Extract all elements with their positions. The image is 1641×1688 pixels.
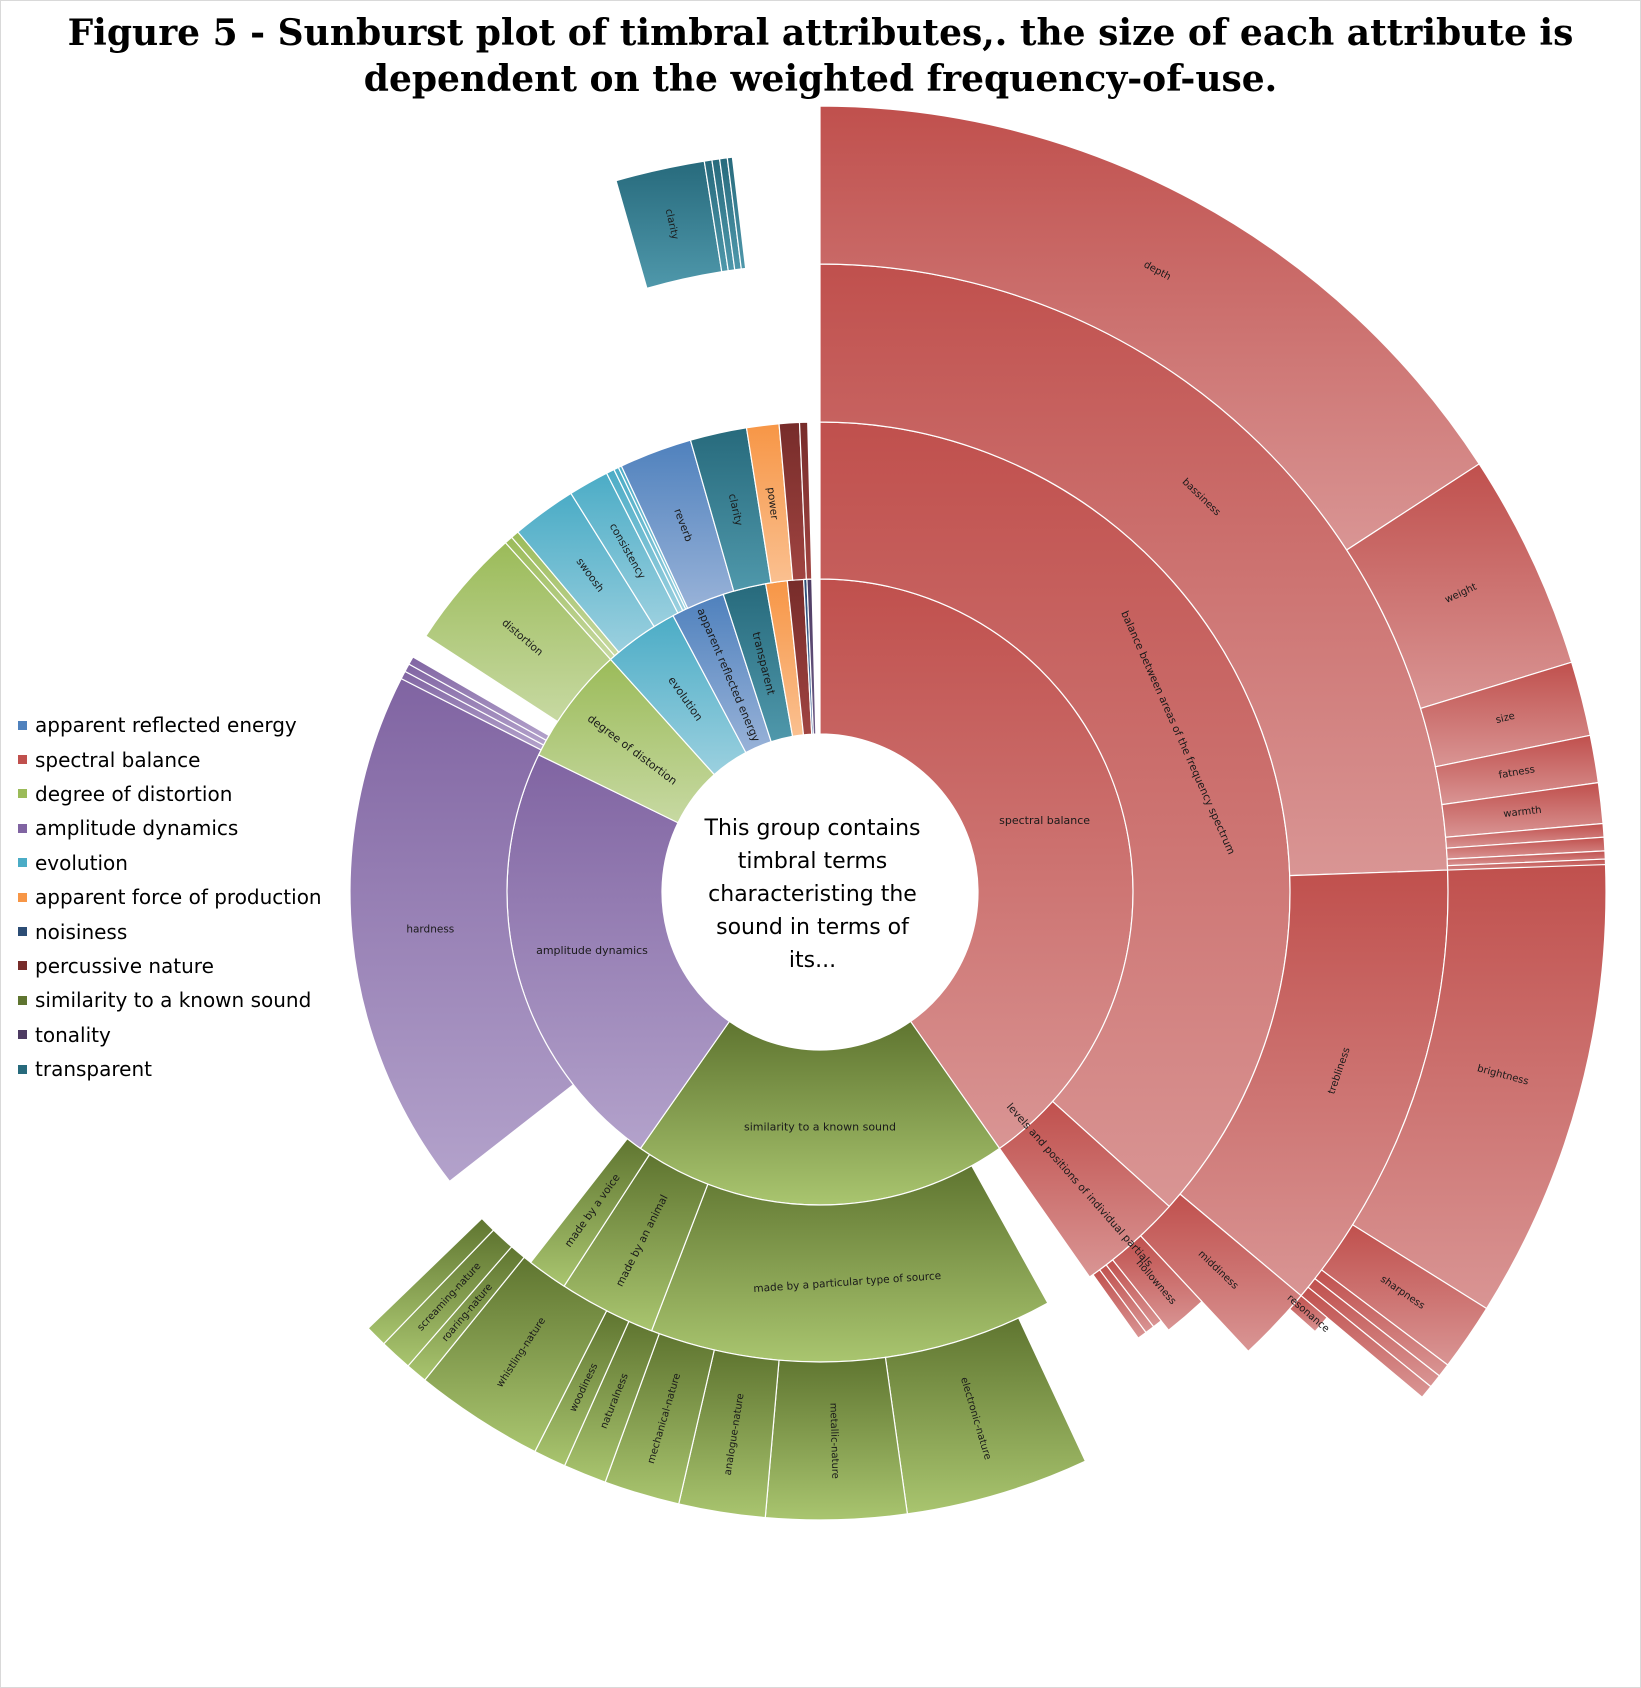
sunburst-segment: [819, 105, 1481, 551]
legend-label: similarity to a known sound: [35, 988, 312, 1013]
legend-swatch: [18, 720, 27, 730]
legend-label: apparent reflected energy: [35, 713, 297, 738]
legend-label: degree of distortion: [35, 781, 233, 806]
legend-swatch: [18, 961, 27, 971]
legend-item: evolution: [18, 846, 322, 880]
sunburst-segments: [349, 105, 1607, 1521]
legend-item: apparent force of production: [18, 880, 322, 914]
segment-label: amplitude dynamics: [536, 944, 648, 957]
sunburst-segment: [998, 1100, 1171, 1278]
legend-swatch: [18, 823, 27, 833]
legend-swatch: [18, 789, 27, 799]
legend-label: evolution: [35, 850, 128, 875]
segment-label: size: [1495, 711, 1517, 726]
segment-label: warmth: [1503, 805, 1542, 820]
legend-label: apparent force of production: [35, 885, 322, 910]
center-label: This group contains timbral terms charac…: [704, 816, 921, 973]
legend: apparent reflected energy spectral balanc…: [18, 708, 322, 1086]
legend-item: amplitude dynamics: [18, 811, 322, 845]
center-hole: [662, 734, 978, 1050]
chart-title: Figure 5 - Sunburst plot of timbral attr…: [67, 12, 1574, 100]
legend-label: tonality: [35, 1022, 111, 1047]
legend-swatch: [18, 858, 27, 868]
legend-item: noisiness: [18, 914, 322, 948]
legend-swatch: [18, 892, 27, 902]
legend-swatch: [18, 995, 27, 1005]
legend-item: spectral balance: [18, 742, 322, 776]
legend-swatch: [18, 927, 27, 937]
legend-label: spectral balance: [35, 747, 201, 772]
sunburst-segment: [349, 677, 575, 1183]
sunburst-segment: [726, 156, 747, 270]
legend-item: percussive nature: [18, 949, 322, 983]
legend-label: percussive nature: [35, 953, 214, 978]
segment-label: spectral balance: [999, 814, 1090, 827]
legend-item: apparent reflected energy: [18, 708, 322, 742]
legend-item: transparent: [18, 1052, 322, 1086]
legend-item: tonality: [18, 1018, 322, 1052]
segment-label: metallic-nature: [827, 1403, 840, 1479]
legend-item: degree of distortion: [18, 777, 322, 811]
legend-label: noisiness: [35, 919, 128, 944]
segment-label: hardness: [406, 924, 454, 936]
legend-label: amplitude dynamics: [35, 816, 239, 841]
segment-label: similarity to a known sound: [744, 1121, 896, 1134]
legend-swatch: [18, 755, 27, 765]
segment-label: power: [764, 487, 780, 521]
legend-swatch: [18, 1064, 27, 1074]
legend-swatch: [18, 1030, 27, 1040]
legend-label: transparent: [35, 1057, 152, 1082]
legend-item: similarity to a known sound: [18, 983, 322, 1017]
sunburst-segment: [367, 1217, 495, 1345]
